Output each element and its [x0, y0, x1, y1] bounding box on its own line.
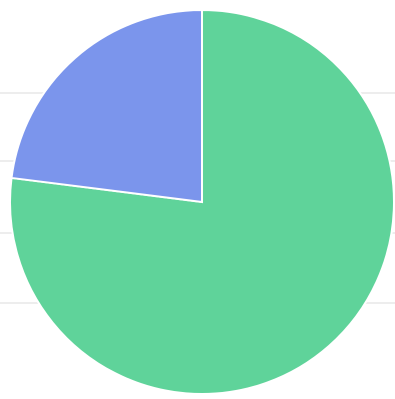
pie-slice-1	[9, 8, 395, 395]
pie-slice-2	[10, 8, 203, 204]
pie-slices	[9, 8, 395, 395]
